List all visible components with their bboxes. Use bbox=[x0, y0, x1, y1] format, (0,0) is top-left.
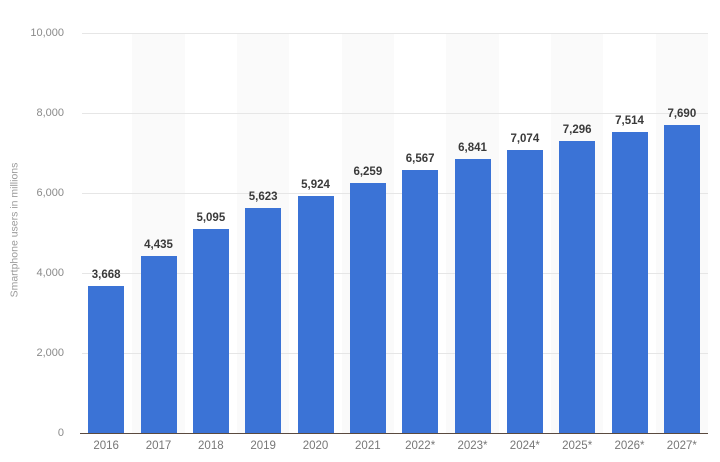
bar-2021[interactable] bbox=[349, 182, 386, 433]
bar-2023[interactable] bbox=[454, 159, 491, 433]
x-tick-label: 2023* bbox=[457, 440, 488, 452]
x-axis-baseline bbox=[80, 432, 708, 434]
y-tick-label: 2,000 bbox=[36, 347, 64, 359]
x-tick-label: 2022* bbox=[405, 440, 436, 452]
bar-2022[interactable] bbox=[402, 170, 439, 433]
x-tick-label: 2026* bbox=[614, 440, 645, 452]
bar-value-label: 5,095 bbox=[196, 212, 226, 225]
bar-value-label: 4,435 bbox=[144, 238, 173, 251]
bar-2026[interactable] bbox=[611, 132, 648, 433]
bar-value-label: 7,296 bbox=[562, 124, 592, 137]
x-tick-label: 2024* bbox=[509, 440, 540, 452]
x-tick-label: 2027* bbox=[666, 440, 697, 452]
x-tick-label: 2018 bbox=[198, 440, 224, 452]
bar-value-label: 6,259 bbox=[353, 165, 383, 178]
bar-value-label: 5,924 bbox=[301, 179, 330, 192]
bar-value-label: 3,668 bbox=[91, 269, 121, 282]
y-tick-label: 8,000 bbox=[36, 107, 64, 119]
x-tick-label: 2019 bbox=[250, 440, 276, 452]
y-tick-label: 6,000 bbox=[36, 187, 64, 199]
y-tick-label: 0 bbox=[57, 427, 64, 439]
y-axis-label-container: Smartphone users in millions bbox=[6, 80, 22, 380]
y-tick-label: 4,000 bbox=[36, 267, 64, 279]
y-tick-label: 10,000 bbox=[30, 27, 64, 39]
gridline bbox=[82, 353, 708, 354]
x-tick-label: 2017 bbox=[145, 440, 172, 452]
bar-value-label: 7,690 bbox=[667, 108, 697, 121]
bar-value-label: 7,074 bbox=[510, 133, 540, 146]
bar-2020[interactable] bbox=[297, 196, 334, 433]
x-tick-label: 2025* bbox=[562, 440, 593, 452]
gridline bbox=[82, 113, 708, 114]
bar-2016[interactable] bbox=[88, 286, 125, 433]
bar-2027[interactable] bbox=[663, 125, 700, 433]
bar-2019[interactable] bbox=[245, 208, 282, 433]
bar-2025[interactable] bbox=[559, 141, 596, 433]
x-tick-label: 2021 bbox=[355, 440, 381, 452]
bar-2024[interactable] bbox=[506, 150, 543, 433]
y-axis-label: Smartphone users in millions bbox=[8, 162, 20, 298]
gridline bbox=[82, 33, 708, 34]
gridline bbox=[82, 273, 708, 274]
bar-value-label: 6,567 bbox=[405, 153, 435, 166]
x-tick-label: 2016 bbox=[93, 440, 119, 452]
bar-value-label: 7,514 bbox=[615, 115, 644, 128]
x-tick-label: 2020 bbox=[302, 440, 329, 452]
bar-value-label: 6,841 bbox=[458, 142, 487, 155]
bar-2017[interactable] bbox=[140, 255, 177, 433]
bar-2018[interactable] bbox=[192, 229, 229, 433]
gridline bbox=[82, 193, 708, 194]
bar-value-label: 5,623 bbox=[248, 191, 278, 204]
